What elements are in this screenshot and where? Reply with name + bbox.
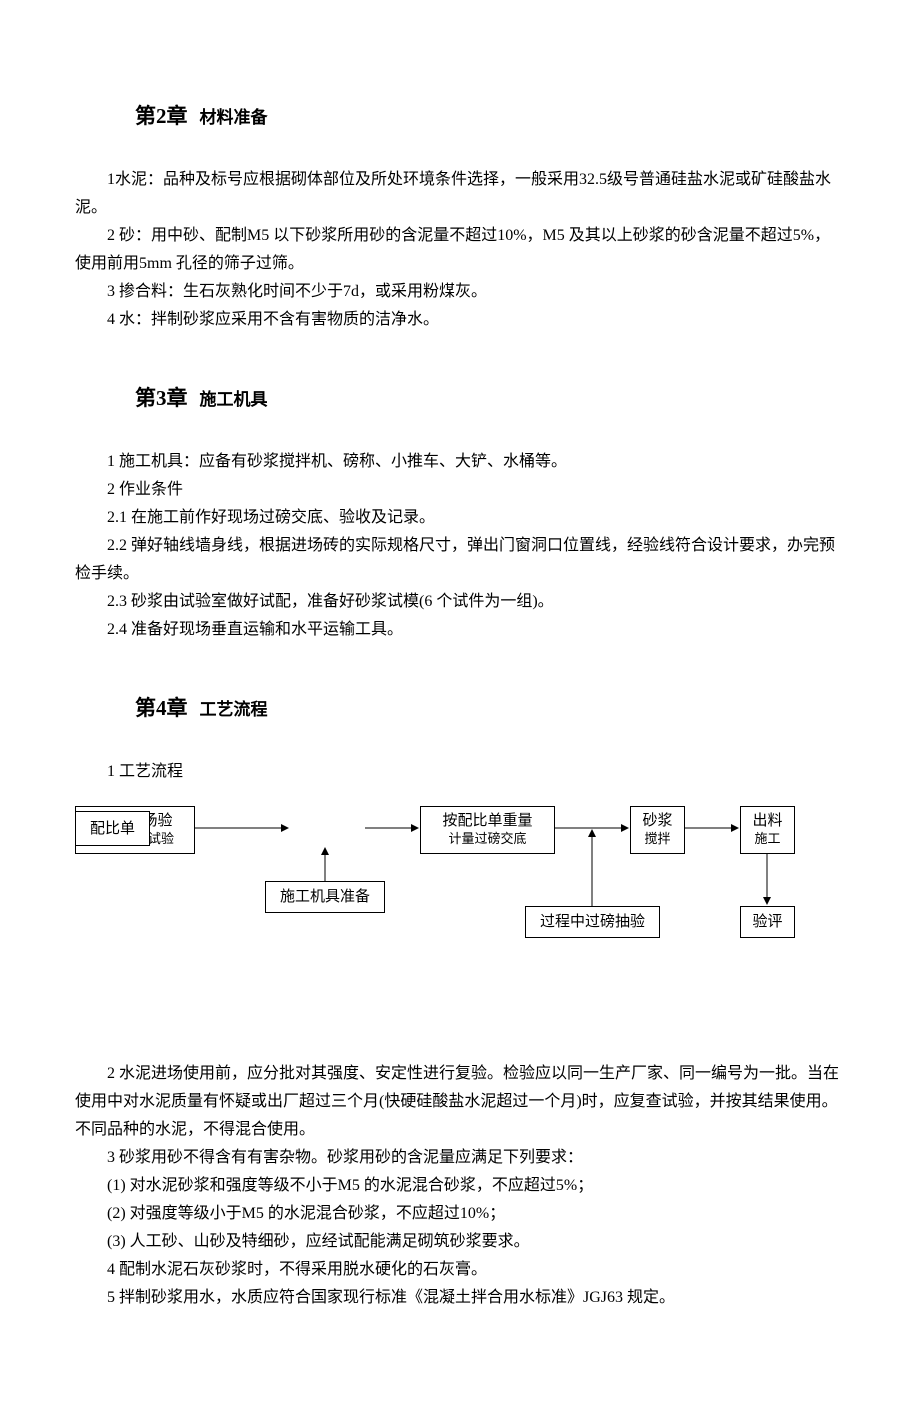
flow-b6-line1: 出料 [752,812,782,830]
flow-b4-line1: 按配比单重量 [442,812,532,830]
ch4-p6: (3) 人工砂、山砂及特细砂，应经试配能满足砌筑砂浆要求。 [75,1228,845,1256]
ch4-p5: (2) 对强度等级小于M5 的水泥混合砂浆，不应超过10%； [75,1200,845,1228]
chapter-3-name: 施工机具 [200,390,268,409]
flowchart: 材料进场验 收、选择试验 配比单 施工机具准备 按配比单重量 计量过磅交底 砂浆… [75,806,845,976]
flow-b3-label: 施工机具准备 [280,888,370,906]
ch3-p2: 2 作业条件 [75,476,845,504]
flow-box-ratio: 配比单 [75,811,150,846]
ch2-p4: 4 水：拌制砂浆应采用不含有害物质的洁净水。 [75,306,845,334]
flow-b4-line2: 计量过磅交底 [448,830,526,848]
chapter-4: 第4章 工艺流程 1 工艺流程 材料进场验 收、选择试验 配比单 施工机具准备 … [75,692,845,1312]
ch3-p3: 2.1 在施工前作好现场过磅交底、验收及记录。 [75,504,845,532]
ch3-p1: 1 施工机具：应备有砂浆搅拌机、磅称、小推车、大铲、水桶等。 [75,448,845,476]
ch4-p1: 1 工艺流程 [75,758,845,786]
ch3-p6: 2.4 准备好现场垂直运输和水平运输工具。 [75,616,845,644]
ch2-p3: 3 掺合料：生石灰熟化时间不少于7d，或采用粉煤灰。 [75,278,845,306]
ch2-p1: 1水泥：品种及标号应根据砌体部位及所处环境条件选择，一般采用32.5级号普通硅盐… [75,166,845,222]
ch4-p4: (1) 对水泥砂浆和强度等级不小于M5 的水泥混合砂浆，不应超过5%； [75,1172,845,1200]
flow-box-tools: 施工机具准备 [265,881,385,913]
chapter-2-title: 第2章 材料准备 [135,100,845,130]
chapter-3-num: 第3章 [135,386,188,410]
flow-b7-label: 过程中过磅抽验 [540,913,645,931]
chapter-2-name: 材料准备 [200,108,268,127]
flow-b5-line2: 搅拌 [644,830,670,848]
flow-b6-line2: 施工 [754,830,780,848]
flow-b8-label: 验评 [752,913,782,931]
ch4-p8: 5 拌制砂浆用水，水质应符合国家现行标准《混凝土拌合用水标准》JGJ63 规定。 [75,1284,845,1312]
chapter-4-name: 工艺流程 [200,700,268,719]
chapter-3-title: 第3章 施工机具 [135,382,845,412]
chapter-3: 第3章 施工机具 1 施工机具：应备有砂浆搅拌机、磅称、小推车、大铲、水桶等。 … [75,382,845,644]
ch3-p5: 2.3 砂浆由试验室做好试配，准备好砂浆试模(6 个试件为一组)。 [75,588,845,616]
flow-box-mix: 砂浆 搅拌 [630,806,685,854]
ch4-p7: 4 配制水泥石灰砂浆时，不得采用脱水硬化的石灰膏。 [75,1256,845,1284]
flow-box-output: 出料 施工 [740,806,795,854]
flow-box-weigh: 按配比单重量 计量过磅交底 [420,806,555,854]
page-content: 第2章 材料准备 1水泥：品种及标号应根据砌体部位及所处环境条件选择，一般采用3… [0,0,920,1420]
chapter-2-num: 第2章 [135,104,188,128]
ch3-p4: 2.2 弹好轴线墙身线，根据进场砖的实际规格尺寸，弹出门窗洞口位置线，经验线符合… [75,532,845,588]
ch4-p2: 2 水泥进场使用前，应分批对其强度、安定性进行复验。检验应以同一生产厂家、同一编… [75,1060,845,1144]
ch4-p3: 3 砂浆用砂不得含有有害杂物。砂浆用砂的含泥量应满足下列要求： [75,1144,845,1172]
chapter-4-num: 第4章 [135,696,188,720]
chapter-2: 第2章 材料准备 1水泥：品种及标号应根据砌体部位及所处环境条件选择，一般采用3… [75,100,845,334]
flow-b2-label: 配比单 [90,820,135,838]
ch2-p2: 2 砂：用中砂、配制M5 以下砂浆所用砂的含泥量不超过10%，M5 及其以上砂浆… [75,222,845,278]
flow-box-check: 过程中过磅抽验 [525,906,660,938]
flow-b5-line1: 砂浆 [642,812,672,830]
chapter-4-title: 第4章 工艺流程 [135,692,845,722]
flow-box-eval: 验评 [740,906,795,938]
